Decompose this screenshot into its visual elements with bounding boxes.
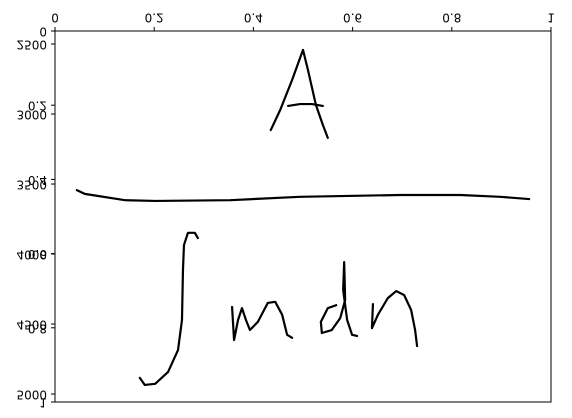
x-tick-label: 0.6 — [343, 11, 362, 25]
x-tick-label: 0.4 — [244, 11, 263, 25]
y-tick-label: 0.8 — [28, 321, 47, 335]
stroke-line — [75, 189, 531, 203]
y2-tick-label: 3000 — [16, 108, 47, 122]
stroke-line — [319, 261, 359, 338]
y-tick-label: 0.6 — [28, 247, 47, 261]
y2-tick-label: 3500 — [16, 178, 47, 192]
stroke-line — [287, 102, 324, 108]
stroke-line — [370, 289, 419, 348]
y2-tick-label: 4000 — [16, 248, 47, 262]
stroke-line — [269, 48, 329, 139]
y-tick-label: 1 — [39, 396, 47, 410]
x-tick-label: 1 — [547, 11, 555, 25]
x-tick-label: 0.8 — [442, 11, 461, 25]
y2-tick-label: 4500 — [16, 318, 47, 332]
y-tick-label: 0.2 — [28, 99, 47, 113]
plot-frame — [54, 30, 552, 403]
x-tick-label: 0 — [51, 11, 59, 25]
stroke-line — [230, 300, 294, 342]
y-tick-label: 0 — [39, 25, 47, 39]
y2-tick-label: 5000 — [16, 388, 47, 402]
y2-tick-label: 2500 — [16, 38, 47, 52]
x-tick-label: 0.2 — [145, 11, 164, 25]
y-tick-label: 0.4 — [28, 173, 47, 187]
stroke-line — [138, 231, 199, 387]
